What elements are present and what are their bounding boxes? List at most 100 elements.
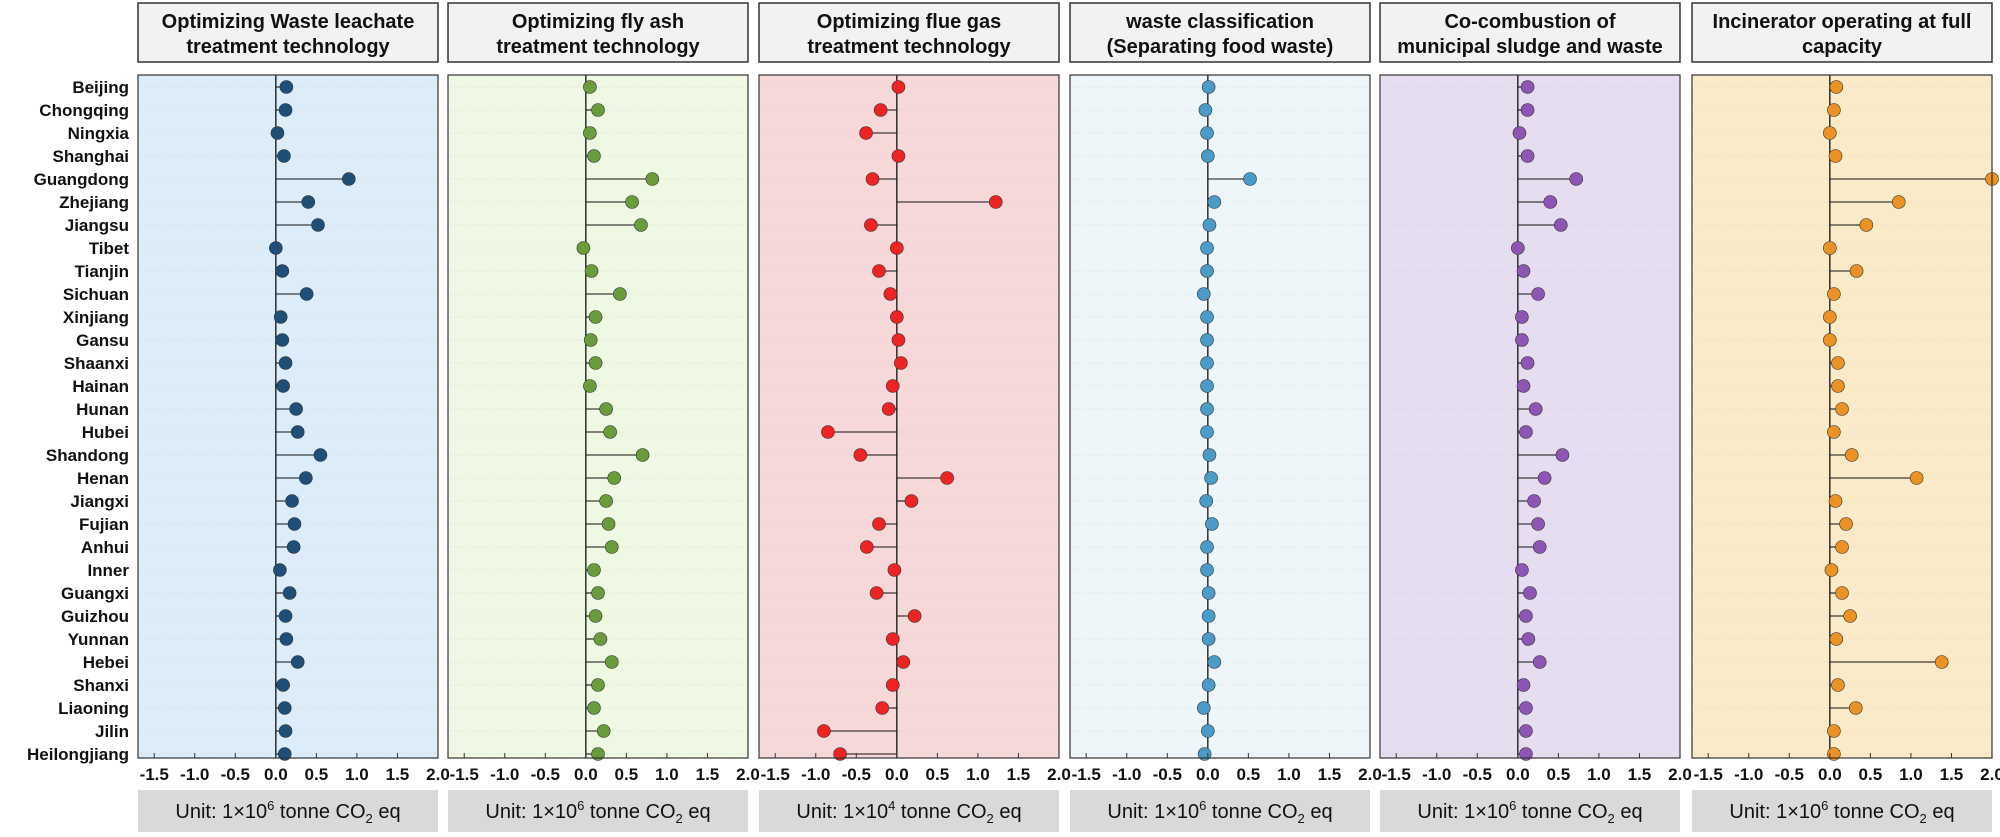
lollipop-dot [940,471,954,485]
lollipop-dot [1531,287,1545,301]
lollipop-dot [1199,494,1214,508]
lollipop-dot [1201,609,1216,623]
lollipop-dot [1520,103,1535,117]
lollipop-dot [1516,264,1531,278]
lollipop-dot [1512,126,1527,140]
title-box [1691,2,1993,63]
lollipop-dot [279,80,294,94]
lollipop-dot [859,126,873,140]
region-label: Zhejiang [59,193,129,212]
x-tick-label: -1.0 [801,765,830,784]
lollipop-dot [1200,379,1214,393]
lollipop-dot [1831,356,1845,370]
lollipop-dot [299,287,314,301]
title-line: Incinerator operating at full [1713,11,1972,33]
x-tick-label: 1.0 [1587,765,1611,784]
x-tick-label: 2.0 [426,765,450,784]
x-tick-label: 0.5 [1547,765,1571,784]
unit-suffix: tonne CO [1516,801,1607,823]
unit-text: Unit: 1×104 tonne CO2 eq [796,798,1021,826]
title-line: Co-combustion of [1444,11,1615,33]
x-tick-label: 0.5 [615,765,639,784]
x-tick-label: 0.0 [264,765,288,784]
lollipop-dot [1827,287,1841,301]
x-tick-label: 2.0 [1980,765,2000,784]
unit-subscript: 2 [1608,811,1615,826]
lollipop-dot [1519,425,1533,439]
lollipop-dot [896,655,911,669]
unit-prefix: Unit: 1×10 [485,801,577,823]
x-tick-label: -1.5 [450,765,479,784]
lollipop-dot [282,586,297,600]
lollipop-dot [625,195,639,209]
lollipop-dot [885,379,900,393]
title-line: Optimizing flue gas [817,11,1001,33]
region-label: Shanghai [52,147,129,166]
lollipop-dot [1827,103,1841,117]
x-tick-label: -1.5 [761,765,790,784]
lollipop-dot [1823,241,1837,255]
plot-frame [1379,74,1681,759]
lollipop-dot [1909,471,1924,485]
unit-prefix: Unit: 1×10 [1417,801,1509,823]
region-label: Fujian [79,515,129,534]
x-tick-label: 1.5 [696,765,720,784]
lollipop-dot [887,563,902,577]
lollipop-dot [603,425,617,439]
region-label: Tibet [89,239,130,258]
unit-suffix: tonne CO [274,801,365,823]
lollipop-dot [865,172,880,186]
region-label: Henan [77,469,129,488]
lollipop-dot [1829,632,1844,646]
lollipop-dot [587,701,601,715]
x-tick-label: -1.5 [1694,765,1723,784]
lollipop-dot [591,103,605,117]
title-line: (Separating food waste) [1107,36,1334,58]
panel: Co-combustion of municipal sludge and was… [1379,2,1692,832]
lollipop-dot [1200,126,1214,140]
x-tick-label: 0.5 [305,765,329,784]
lollipop-dot [587,149,601,163]
lollipop-dot [1202,448,1217,462]
unit-tail: eq [683,801,711,823]
lollipop-dot [1527,494,1541,508]
lollipop-dot [1848,701,1863,715]
lollipop-dot [593,632,608,646]
unit-tail: eq [994,801,1022,823]
x-tick-label: 1.0 [345,765,369,784]
lollipop-dot [599,494,613,508]
x-tick-label: 0.0 [1818,765,1842,784]
lollipop-dot [1835,586,1849,600]
unit-tail: eq [1305,801,1333,823]
title-line: treatment technology [496,36,700,58]
lollipop-dot [890,310,904,324]
title-box [1069,2,1371,63]
lollipop-dot [988,195,1003,209]
x-tick-label: -1.0 [1422,765,1451,784]
unit-suffix: tonne CO [584,801,675,823]
lollipop-dot [891,149,906,163]
x-tick-label: 1.5 [1318,765,1342,784]
title-line: treatment technology [186,36,390,58]
region-label: Hainan [72,377,129,396]
plot-background [448,75,748,758]
lollipop-dot [278,724,293,738]
unit-subscript: 2 [366,811,373,826]
lollipop-dot [1516,379,1531,393]
region-label: Heilongjiang [27,745,129,764]
panel-title: Co-combustion of municipal sludge and was… [1379,2,1681,63]
unit-text: Unit: 1×106 tonne CO2 eq [1107,798,1332,826]
x-tick-label: -1.0 [180,765,209,784]
panel: Incinerator operating at full capacity -1.… [1691,2,2000,832]
title-line: Optimizing fly ash [512,11,684,33]
unit-text: Unit: 1×106 tonne CO2 eq [175,798,400,826]
x-tick-label: 2.0 [736,765,760,784]
lollipop-dot [1519,747,1533,761]
unit-box [1692,790,1992,832]
lollipop-dot [299,471,313,485]
panel: Optimizing flue gas treatment technology -… [758,2,1071,832]
region-label: Hunan [76,400,129,419]
panel-title: waste classification (Separating food was… [1069,2,1371,63]
lollipop-dot [1520,80,1535,94]
